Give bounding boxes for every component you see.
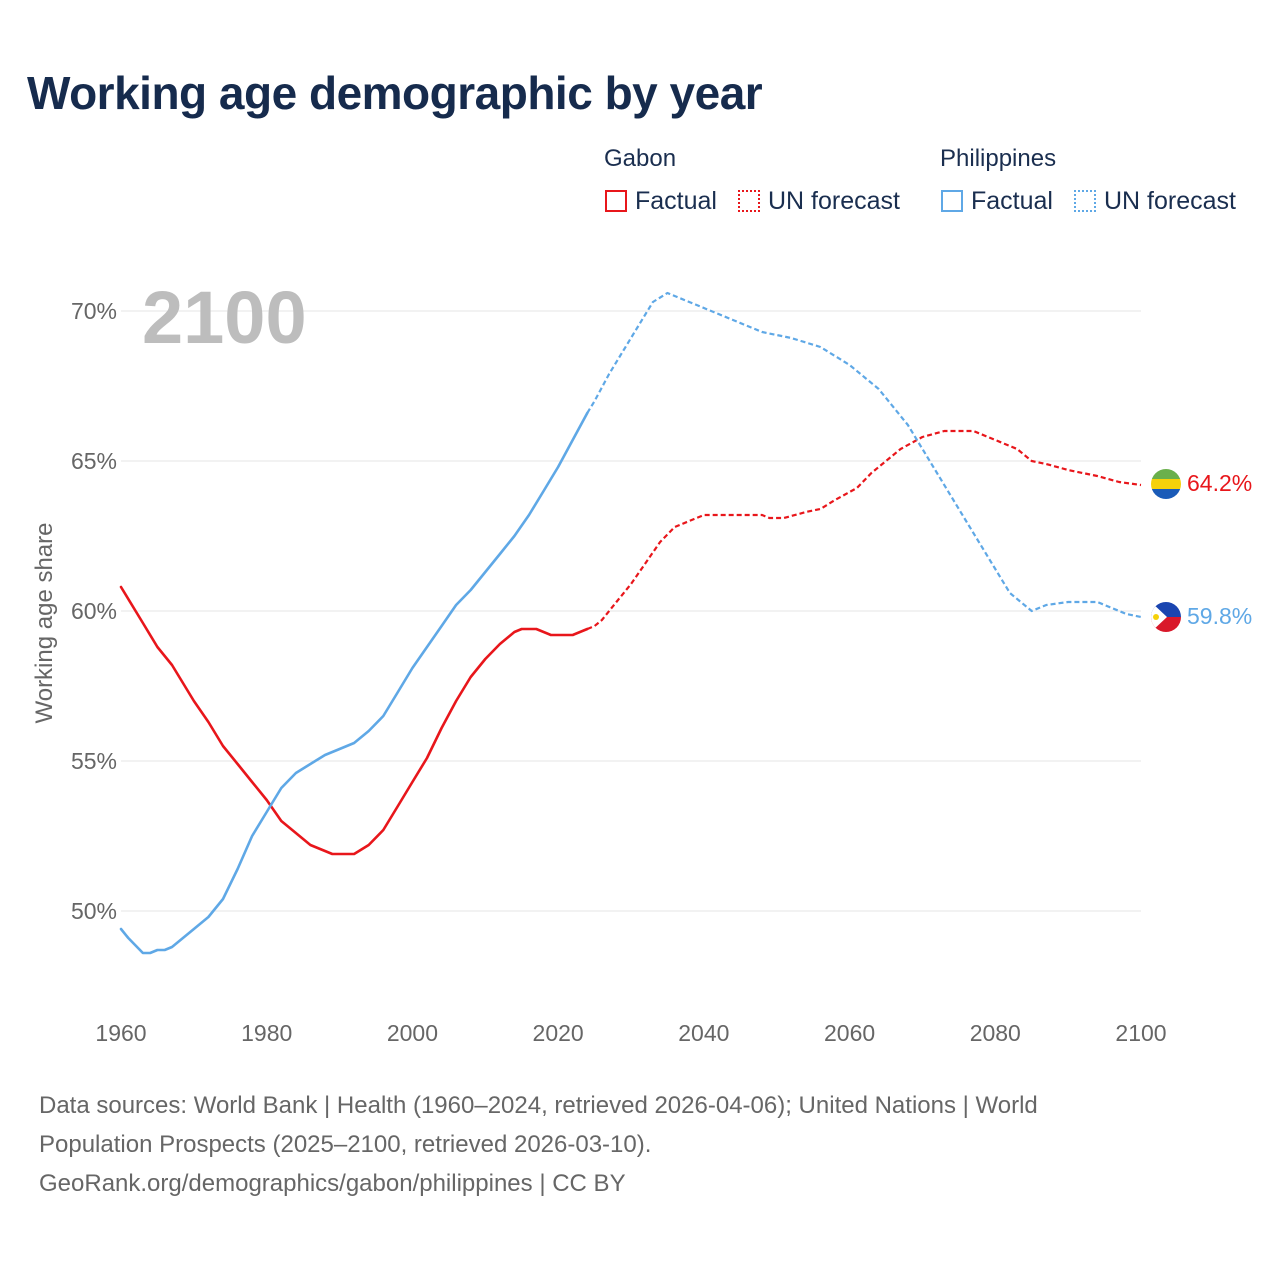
legend-label: UN forecast	[1104, 186, 1236, 215]
source-line-1: Data sources: World Bank | Health (1960–…	[39, 1092, 1038, 1119]
end-label-philippines: 59.8%	[1187, 603, 1252, 629]
y-axis-label: Working age share	[31, 523, 58, 724]
legend-group-philippines: Philippines	[940, 145, 1057, 172]
source-note: Data sources: World Bank | Health (1960–…	[39, 1086, 1219, 1203]
philippines-factual-line	[119, 411, 589, 955]
legend-gabon-forecast[interactable]: UN forecast	[738, 186, 900, 216]
legend-swatch-philippines-forecast	[1074, 190, 1096, 212]
legend-label: Factual	[635, 186, 717, 215]
y-tick-label: 60%	[71, 598, 117, 624]
y-tick-label: 65%	[71, 448, 117, 474]
legend-group-gabon: Gabon	[604, 145, 677, 172]
end-label-gabon: 64.2%	[1187, 470, 1252, 496]
chart-title: Working age demographic by year	[27, 67, 763, 119]
x-tick-label: 2080	[970, 1020, 1021, 1046]
y-tick-label: 55%	[71, 748, 117, 774]
x-tick-label: 2060	[824, 1020, 875, 1046]
y-tick-label: 50%	[71, 898, 117, 924]
x-tick-label: 2020	[533, 1020, 584, 1046]
philippines-flag-icon	[1151, 602, 1181, 632]
legend-gabon-factual[interactable]: Factual	[605, 186, 717, 216]
x-tick-label: 2000	[387, 1020, 438, 1046]
legend-swatch-philippines-factual	[941, 190, 963, 212]
legend-swatch-gabon-factual	[605, 190, 627, 212]
year-watermark: 2100	[142, 276, 307, 359]
legend-philippines-forecast[interactable]: UN forecast	[1074, 186, 1236, 216]
legend-philippines-factual[interactable]: Factual	[941, 186, 1053, 216]
y-tick-label: 70%	[71, 298, 117, 324]
end-layer: 64.2% 59.8%	[1151, 469, 1252, 632]
x-tick-label: 2040	[678, 1020, 729, 1046]
source-line-2: Population Prospects (2025–2100, retriev…	[39, 1131, 652, 1158]
legend-swatch-gabon-forecast	[738, 190, 760, 212]
x-tick-label: 1960	[95, 1020, 146, 1046]
legend-label: Factual	[971, 186, 1053, 215]
legend-label: UN forecast	[768, 186, 900, 215]
gabon-flag-icon	[1151, 469, 1181, 499]
series-layer	[119, 291, 1142, 955]
source-line-3: GeoRank.org/demographics/gabon/philippin…	[39, 1170, 626, 1197]
philippines-forecast-line	[586, 291, 1142, 619]
x-tick-label: 1980	[241, 1020, 292, 1046]
x-tick-label: 2100	[1115, 1020, 1166, 1046]
grid-layer: 50% 55% 60% 65% 70% 1960 1980 2000 2020 2040 2060 2…	[71, 298, 1167, 1046]
gabon-factual-line	[119, 585, 589, 856]
